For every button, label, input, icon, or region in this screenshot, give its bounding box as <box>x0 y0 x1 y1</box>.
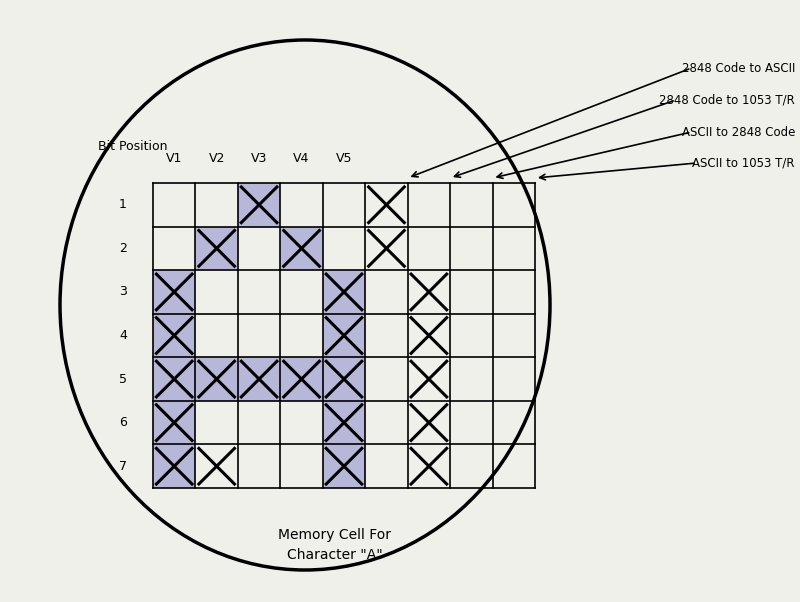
Text: 2848 Code to 1053 T/R: 2848 Code to 1053 T/R <box>659 93 795 107</box>
Text: 2848 Code to ASCII: 2848 Code to ASCII <box>682 61 795 75</box>
Bar <box>195 226 238 270</box>
Text: 1: 1 <box>119 198 127 211</box>
Bar <box>322 314 366 357</box>
Text: 3: 3 <box>119 285 127 299</box>
Text: V1: V1 <box>166 152 182 165</box>
Bar <box>280 226 322 270</box>
Text: V2: V2 <box>209 152 225 165</box>
Bar <box>195 357 238 401</box>
Bar <box>322 357 366 401</box>
Bar <box>280 357 322 401</box>
Bar <box>238 357 280 401</box>
Text: Bit Position: Bit Position <box>98 140 167 153</box>
Text: 2: 2 <box>119 242 127 255</box>
Text: V5: V5 <box>336 152 352 165</box>
Bar <box>153 444 195 488</box>
Text: V4: V4 <box>294 152 310 165</box>
Text: 4: 4 <box>119 329 127 342</box>
Text: V3: V3 <box>251 152 267 165</box>
Bar <box>153 270 195 314</box>
Bar <box>153 314 195 357</box>
Text: ASCII to 2848 Code: ASCII to 2848 Code <box>682 125 795 138</box>
Text: 6: 6 <box>119 416 127 429</box>
Text: 5: 5 <box>119 373 127 385</box>
Text: Memory Cell For: Memory Cell For <box>278 528 391 542</box>
Bar <box>322 270 366 314</box>
Bar <box>153 401 195 444</box>
Text: ASCII to 1053 T/R: ASCII to 1053 T/R <box>693 157 795 170</box>
Bar <box>153 357 195 401</box>
Bar <box>322 401 366 444</box>
Text: 7: 7 <box>119 460 127 473</box>
Bar <box>238 183 280 226</box>
Text: Character "A": Character "A" <box>287 548 383 562</box>
Bar <box>322 444 366 488</box>
